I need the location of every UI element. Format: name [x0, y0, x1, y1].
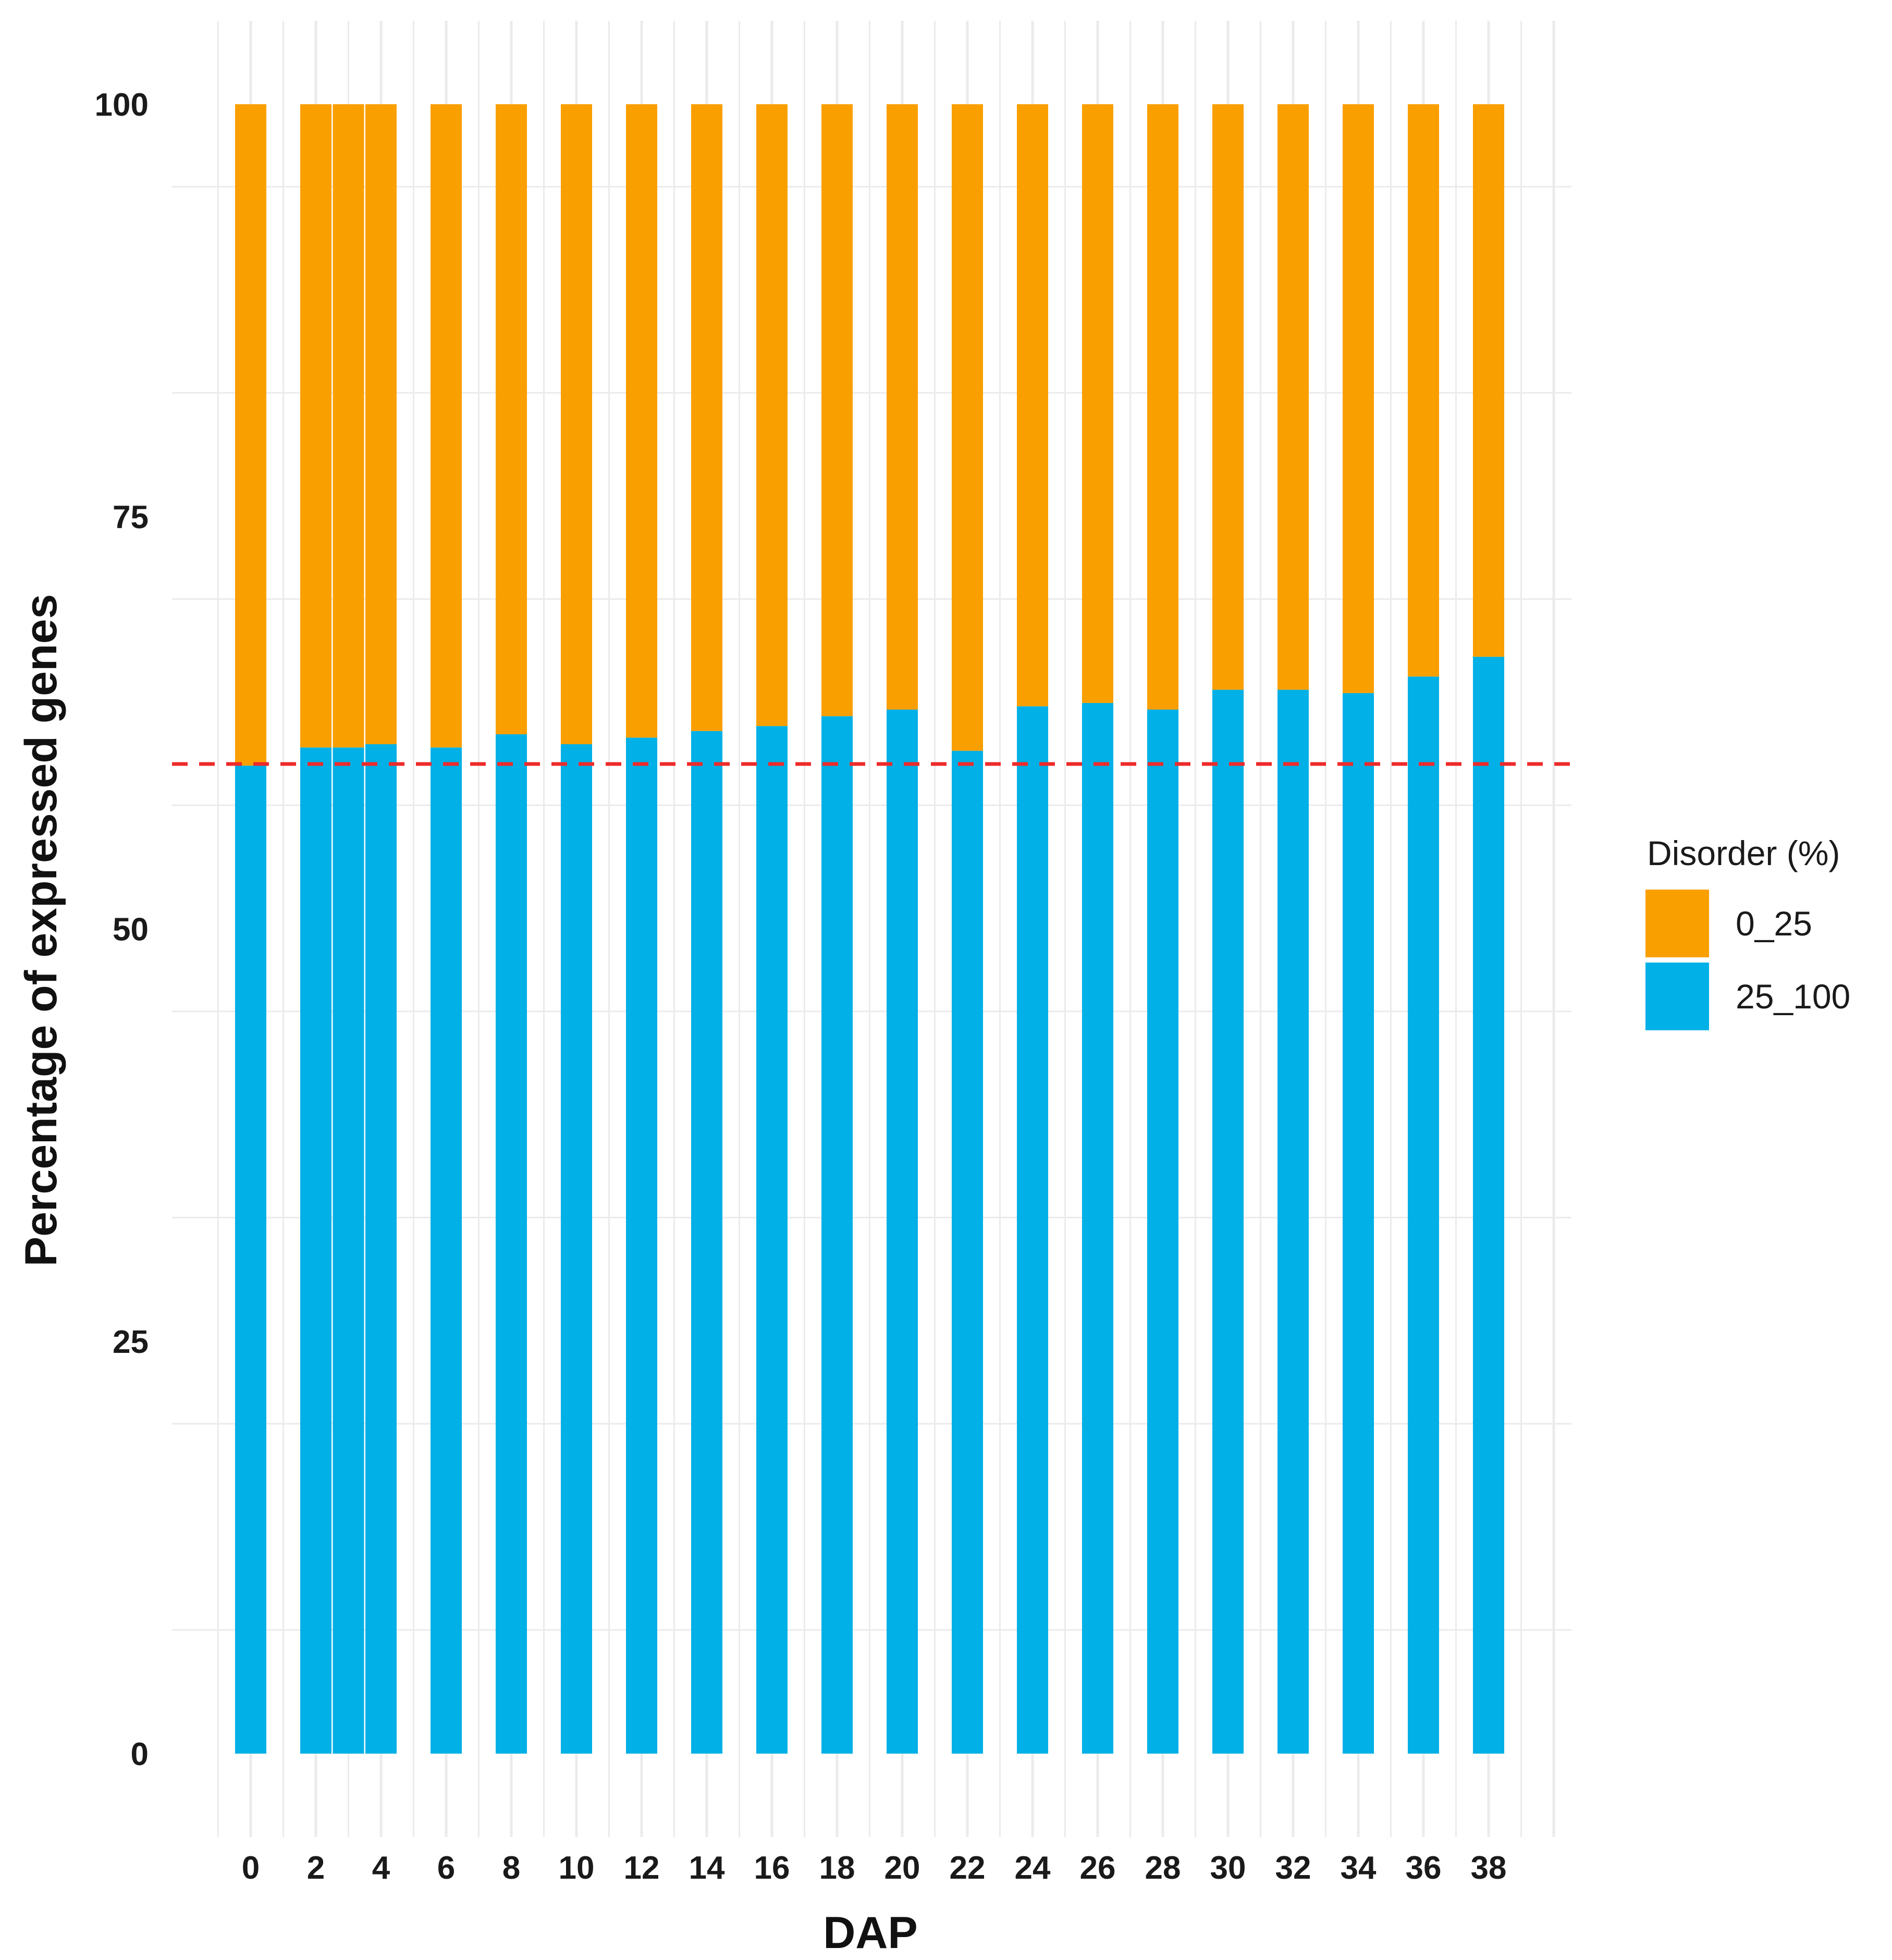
bar-0_25-dap-26: [1082, 104, 1113, 703]
bar-25_100-dap-16: [756, 726, 788, 1754]
y-axis-title: Percentage of expressed genes: [16, 594, 66, 1267]
x-tick-label: 36: [1406, 1850, 1442, 1886]
x-tick-label: 14: [689, 1850, 725, 1886]
x-tick-label: 22: [950, 1850, 986, 1886]
bar-0_25-dap-10: [561, 104, 592, 745]
bar-0_25-dap-28: [1147, 104, 1178, 710]
bar-0_25-dap-30: [1212, 104, 1244, 690]
bar-25_100-dap-30: [1212, 689, 1244, 1754]
bar-0_25-dap-2: [300, 104, 331, 748]
bar-25_100-dap-32: [1277, 689, 1309, 1754]
bar-25_100-dap-12: [626, 737, 657, 1754]
x-tick-label: 4: [372, 1850, 390, 1886]
y-tick-label: 25: [113, 1324, 149, 1360]
bar-25_100-dap-2: [300, 747, 331, 1754]
x-tick-label: 32: [1275, 1850, 1311, 1886]
y-tick-label: 75: [113, 499, 149, 535]
bar-0_25-dap-8: [496, 104, 527, 735]
x-tick-label: 0: [242, 1850, 260, 1886]
bar-0_25-dap-38: [1473, 104, 1504, 657]
bar-25_100-dap-6: [431, 747, 462, 1754]
bar-25_100-dap-4: [365, 744, 397, 1754]
bar-25_100-dap-26: [1082, 702, 1113, 1754]
bar-25_100-dap-36: [1408, 676, 1439, 1754]
bar-25_100-dap-20: [887, 709, 918, 1754]
legend-label-25_100: 25_100: [1736, 977, 1850, 1016]
y-tick-label: 0: [131, 1736, 149, 1772]
x-tick-label: 8: [502, 1850, 520, 1886]
legend-title: Disorder (%): [1647, 834, 1840, 872]
x-tick-label: 34: [1341, 1850, 1377, 1886]
bar-25_100-dap-22: [952, 750, 983, 1754]
x-axis-ticks: 0 2 4 6 8 10 12 14 16 18 20 22 24 26 28 30 32 34 36 38: [242, 1850, 1507, 1886]
bar-0_25-dap-24: [1017, 104, 1048, 707]
bar-0_25-dap-32: [1277, 104, 1309, 690]
y-axis-ticks: 0 25 50 75 100: [95, 87, 149, 1772]
x-tick-label: 12: [624, 1850, 660, 1886]
bar-25_100-dap-38: [1473, 657, 1504, 1754]
x-tick-label: 10: [559, 1850, 595, 1886]
bar-0_25-dap-34: [1343, 104, 1374, 693]
legend-entries: 0_25 25_100: [1643, 887, 1850, 1032]
x-tick-label: 28: [1145, 1850, 1181, 1886]
y-tick-label: 100: [95, 87, 149, 123]
bar-0_25-dap-14: [691, 104, 722, 731]
bar-25_100-dap-34: [1343, 693, 1374, 1754]
x-tick-label: 16: [754, 1850, 790, 1886]
x-tick-label: 2: [307, 1850, 325, 1886]
x-tick-label: 20: [884, 1850, 920, 1886]
legend-key-0_25: [1643, 887, 1711, 959]
x-tick-label: 24: [1015, 1850, 1051, 1886]
bar-0_25-dap-3: [333, 104, 364, 748]
x-tick-label: 38: [1471, 1850, 1507, 1886]
bar-25_100-dap-8: [496, 734, 527, 1754]
x-tick-label: 26: [1080, 1850, 1116, 1886]
bar-0_25-dap-22: [952, 104, 983, 751]
bar-25_100-dap-18: [821, 716, 853, 1754]
bars: [235, 104, 1504, 1754]
legend: Disorder (%) 0_25 25_100: [1643, 834, 1850, 1032]
bar-25_100-dap-0: [235, 766, 266, 1754]
bar-25_100-dap-24: [1017, 706, 1048, 1754]
bar-0_25-dap-20: [887, 104, 918, 710]
bar-0_25-dap-18: [821, 104, 853, 717]
y-tick-label: 50: [113, 912, 149, 948]
bar-25_100-dap-3: [333, 747, 364, 1754]
bar-0_25-dap-16: [756, 104, 788, 726]
bar-25_100-dap-14: [691, 731, 722, 1754]
bar-0_25-dap-0: [235, 104, 266, 766]
bar-0_25-dap-4: [365, 104, 397, 745]
x-tick-label: 18: [819, 1850, 855, 1886]
x-axis-title: DAP: [823, 1908, 918, 1958]
bar-25_100-dap-28: [1147, 709, 1178, 1754]
legend-key-25_100: [1643, 960, 1711, 1032]
bar-0_25-dap-6: [431, 104, 462, 748]
bar-0_25-dap-36: [1408, 104, 1439, 677]
legend-label-0_25: 0_25: [1736, 904, 1812, 943]
x-tick-label: 6: [437, 1850, 455, 1886]
x-tick-label: 30: [1210, 1850, 1246, 1886]
bar-0_25-dap-12: [626, 104, 657, 738]
bar-25_100-dap-10: [561, 744, 592, 1754]
